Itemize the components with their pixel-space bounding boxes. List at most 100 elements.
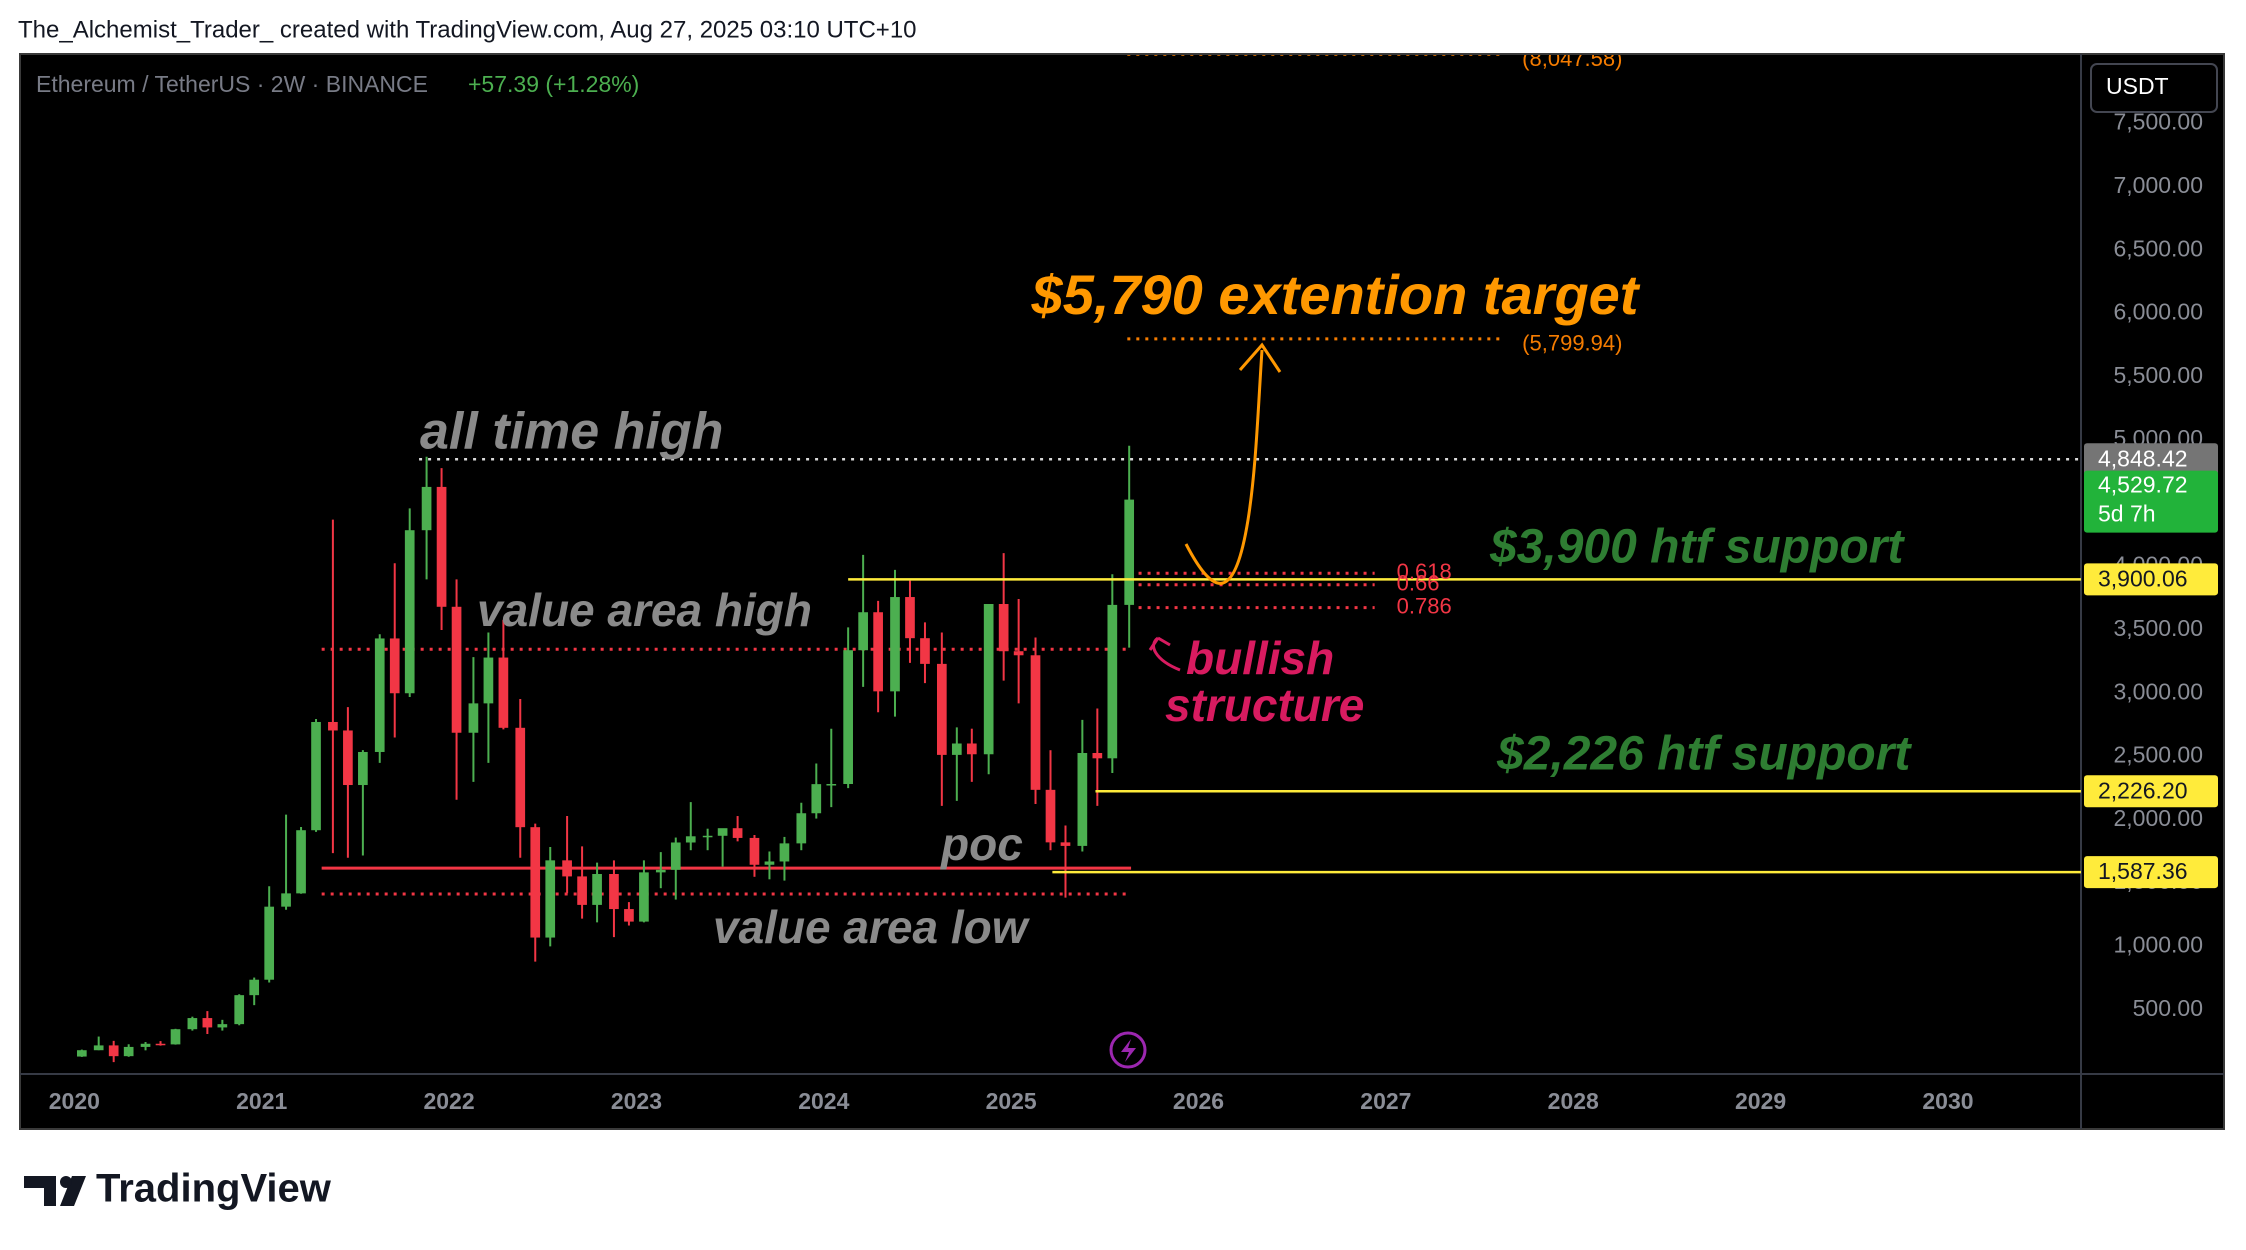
x-tick-label: 2020 — [49, 1088, 100, 1114]
x-tick-label: 2021 — [236, 1088, 287, 1114]
alert-bolt — [1121, 1039, 1136, 1062]
candle-body — [826, 784, 837, 786]
candle-body — [936, 663, 947, 755]
candle-body — [1013, 651, 1024, 656]
candle-body — [873, 612, 883, 692]
candle-body — [108, 1045, 119, 1057]
candle-body — [234, 995, 245, 1025]
candle-body — [998, 604, 1009, 652]
x-tick-label: 2025 — [986, 1088, 1037, 1114]
candle-body — [702, 835, 713, 838]
candle-body — [328, 721, 338, 731]
candle-body — [281, 893, 291, 907]
price-tag — [2084, 563, 2218, 596]
symbol: Ethereum / TetherUS · 2W · BINANCE — [36, 71, 428, 97]
vah-annotation: value area high — [477, 584, 812, 636]
poc-annotation: poc — [939, 818, 1023, 870]
candle-body — [264, 906, 275, 980]
candle-body — [421, 486, 432, 531]
candle-body — [577, 876, 587, 905]
ath-annotation: all time high — [420, 403, 723, 461]
candle-body — [1107, 604, 1118, 759]
candle-body — [764, 861, 775, 865]
fib-label: 0.66 — [1397, 571, 1440, 596]
y-tick-label: 3,000.00 — [2113, 678, 2203, 704]
candle-body — [296, 830, 306, 894]
y-tick-label: 6,500.00 — [2113, 235, 2203, 261]
last-price-tag — [2084, 470, 2218, 533]
change: +57.39 (+1.28%) — [468, 71, 639, 97]
y-tick-label: 1,000.00 — [2113, 931, 2203, 957]
support-annotation: $2,226 htf support — [1496, 728, 1912, 781]
logo-dot — [60, 1176, 72, 1188]
candle-body — [1060, 842, 1071, 846]
candle-body — [920, 638, 930, 664]
candle-body — [592, 874, 602, 905]
candle-body — [843, 650, 853, 785]
candle-body — [562, 860, 572, 877]
candle-body — [498, 657, 509, 728]
candle-body — [155, 1043, 166, 1046]
candle-body — [389, 638, 400, 694]
candle-body — [515, 727, 526, 828]
target-annotation: $5,790 extention target — [1031, 263, 1641, 326]
x-tick-label: 2023 — [611, 1088, 662, 1114]
y-tick-label: 500.00 — [2133, 995, 2203, 1021]
last-price-label: 4,529.72 — [2098, 472, 2188, 498]
candle-body — [811, 784, 822, 814]
price-tag — [2084, 443, 2218, 476]
candle-body — [1077, 752, 1088, 846]
target-arrow — [1184, 349, 1264, 585]
candle-body — [358, 751, 368, 786]
price-tag — [2084, 775, 2218, 808]
candle-body — [890, 597, 900, 692]
x-tick-label: 2029 — [1735, 1088, 1786, 1114]
header: The_Alchemist_Trader_ created with Tradi… — [18, 16, 917, 43]
candle-body — [1092, 752, 1103, 759]
candle-body — [685, 836, 696, 843]
candle-body — [732, 828, 743, 838]
countdown: 5d 7h — [2098, 501, 2156, 527]
target-label: (5,799.94) — [1522, 331, 1622, 356]
x-tick-label: 2022 — [423, 1088, 474, 1114]
candle-body — [670, 842, 681, 870]
candle-body — [624, 909, 634, 922]
candle-body — [1030, 655, 1041, 790]
candle-body — [343, 730, 353, 786]
y-tick-label: 2,500.00 — [2113, 742, 2203, 768]
candle-body — [858, 612, 868, 651]
candle-body — [545, 860, 556, 938]
target-label: (8,047.58) — [1522, 46, 1622, 71]
price-tag-label: 1,587.36 — [2098, 858, 2188, 884]
x-tick-label: 2030 — [1922, 1088, 1973, 1114]
candle-body — [483, 657, 494, 704]
fib-label: 0.618 — [1397, 559, 1452, 584]
candle-body — [249, 979, 260, 996]
candle-body — [1045, 789, 1056, 843]
candle-body — [217, 1024, 228, 1028]
logo-icon — [24, 1176, 86, 1206]
alert-icon[interactable] — [1109, 1031, 1147, 1069]
candle-body — [436, 486, 447, 607]
candle-body — [187, 1018, 198, 1030]
candle-body — [76, 1050, 87, 1057]
candle-body — [451, 606, 462, 733]
candle-body — [404, 530, 415, 694]
x-tick-label: 2026 — [1173, 1088, 1224, 1114]
candle-body — [530, 827, 541, 938]
x-tick-label: 2024 — [798, 1088, 849, 1114]
candle-body — [374, 638, 385, 752]
bullish-annotation: bullish — [1186, 632, 1334, 684]
candle-body — [749, 837, 760, 865]
y-tick-label: 7,000.00 — [2113, 172, 2203, 198]
candle-body — [609, 874, 619, 910]
currency[interactable]: USDT — [2106, 73, 2169, 99]
currency-button[interactable] — [2090, 63, 2218, 113]
x-tick-label: 2027 — [1360, 1088, 1411, 1114]
candle-body — [170, 1029, 181, 1045]
candle-body — [311, 721, 321, 831]
candle-body — [202, 1018, 213, 1028]
